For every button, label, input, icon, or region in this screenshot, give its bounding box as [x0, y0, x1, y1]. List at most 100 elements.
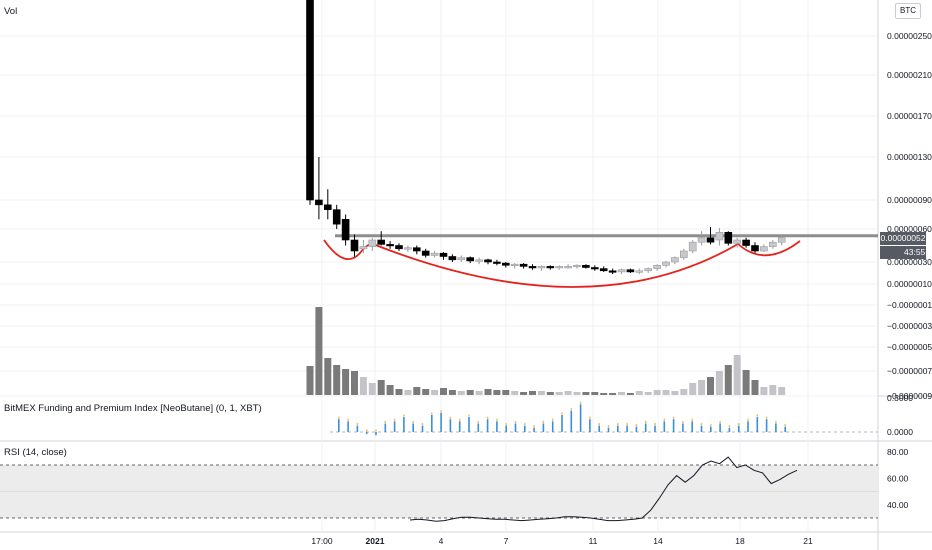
- candle-body: [448, 256, 457, 261]
- premium-bar: [645, 420, 647, 423]
- premium-bar: [784, 424, 786, 427]
- candle-body: [564, 266, 572, 269]
- volume-bar: [448, 390, 456, 395]
- volume-bar: [733, 355, 741, 395]
- candle-body: [475, 259, 483, 262]
- premium-bar: [663, 418, 665, 421]
- candle-body: [323, 204, 332, 210]
- rsi-pane-title: RSI (14, close): [4, 447, 67, 458]
- funding-bar: [644, 423, 647, 432]
- rsi-line: [409, 456, 798, 522]
- funding-bar: [691, 421, 693, 432]
- candle-body: [341, 219, 350, 241]
- premium-bar: [756, 414, 758, 417]
- candle: [546, 265, 555, 270]
- candle: [724, 231, 733, 246]
- premium-bar: [691, 418, 693, 421]
- candle-body: [430, 252, 439, 256]
- candle: [582, 264, 590, 269]
- funding-bar: [375, 432, 377, 436]
- volume-bar: [333, 365, 341, 395]
- candle-body: [537, 266, 546, 269]
- candle-body: [635, 270, 644, 273]
- candle: [386, 241, 394, 249]
- countdown-badge: 43:55: [880, 246, 926, 259]
- price-tick-label: −0.00000030: [887, 321, 932, 331]
- price-tick-label: 0.00000060: [887, 224, 932, 234]
- candle: [564, 264, 572, 269]
- volume-bar: [529, 391, 536, 395]
- candle: [448, 254, 457, 262]
- funding-bar: [672, 419, 675, 432]
- volume-bar: [618, 392, 625, 395]
- funding-bar: [635, 426, 638, 432]
- candle: [697, 231, 706, 246]
- premium-bar: [710, 424, 712, 427]
- candle: [484, 258, 492, 265]
- candle: [332, 204, 341, 229]
- premium-bar: [431, 412, 433, 415]
- candle-body: [386, 244, 394, 247]
- candle: [510, 263, 519, 269]
- candle: [350, 234, 359, 257]
- candle-body: [777, 237, 786, 243]
- premium-bar: [589, 416, 591, 419]
- premium-bar: [403, 414, 405, 417]
- premium-bar: [468, 414, 470, 417]
- candle: [537, 265, 546, 271]
- volume-bar: [555, 392, 563, 395]
- candle: [528, 264, 537, 270]
- candle: [395, 243, 403, 251]
- volume-bar: [475, 391, 483, 395]
- candle: [635, 268, 644, 275]
- funding-bar: [421, 425, 424, 432]
- candle: [430, 251, 439, 258]
- funding-bar: [384, 423, 387, 432]
- premium-bar: [449, 416, 452, 419]
- premium-bar: [477, 420, 479, 423]
- premium-bar: [366, 429, 368, 432]
- volume-bar: [377, 380, 385, 395]
- volume-bar: [698, 380, 706, 395]
- funding-bar: [784, 426, 786, 432]
- premium-bar: [682, 420, 684, 423]
- candle-body: [608, 270, 617, 273]
- candle: [706, 227, 715, 245]
- premium-bar: [607, 425, 610, 428]
- premium-bar: [561, 412, 563, 415]
- premium-bar: [421, 423, 424, 426]
- funding-bar: [765, 419, 768, 432]
- left-lip-curve: [323, 239, 374, 261]
- candle-body: [466, 257, 475, 262]
- funding-bar: [440, 412, 442, 432]
- volume-bar: [342, 369, 350, 395]
- candle: [421, 248, 430, 258]
- currency-button[interactable]: BTC: [895, 3, 921, 19]
- candle-body: [395, 245, 403, 250]
- candle: [644, 267, 653, 273]
- premium-bar: [347, 418, 349, 421]
- volume-bar: [653, 390, 661, 395]
- candle: [671, 256, 679, 265]
- volume-bar: [609, 393, 617, 395]
- candle: [653, 264, 661, 271]
- volume-bar: [689, 383, 697, 395]
- candle-body: [546, 266, 555, 269]
- volume-bar: [751, 380, 759, 395]
- price-tick-label: 0.00000130: [887, 152, 932, 162]
- volume-bar: [404, 390, 412, 395]
- funding-bar: [412, 423, 414, 432]
- time-tick-label: 11: [589, 536, 598, 546]
- candle-body: [751, 245, 759, 252]
- price-tick-label: 0.00000090: [887, 195, 932, 205]
- time-tick-label: 17:00: [311, 536, 333, 546]
- premium-bar: [570, 408, 572, 411]
- candle: [573, 264, 581, 269]
- premium-bar: [338, 416, 340, 419]
- premium-bar: [700, 423, 703, 426]
- premium-bar: [598, 423, 600, 426]
- candle: [493, 259, 501, 266]
- time-tick-label: 7: [504, 536, 509, 546]
- price-tick-label: −0.00000097: [887, 391, 932, 401]
